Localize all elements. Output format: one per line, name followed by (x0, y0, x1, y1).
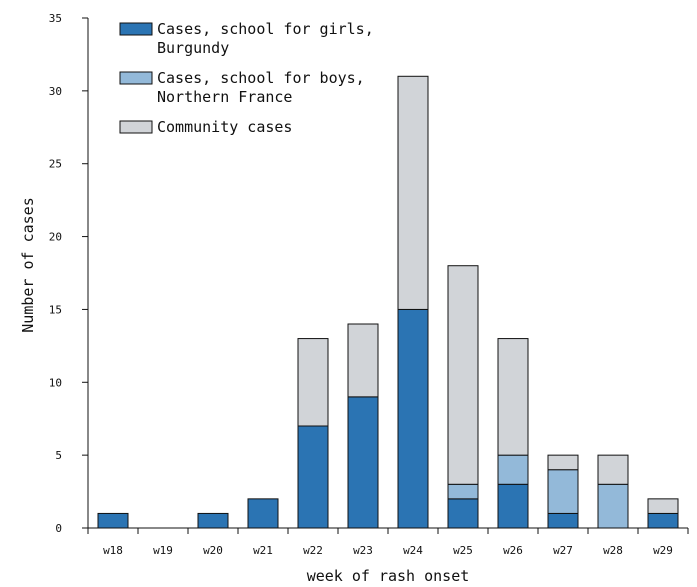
x-tick-label: w24 (403, 544, 423, 557)
bar-segment-series-1-w26 (497, 483, 529, 529)
y-tick-label: 10 (49, 376, 62, 389)
bar-segment-series-1-w22 (297, 425, 329, 529)
x-tick-label: w20 (203, 544, 223, 557)
bar-segment-series-2-w26 (497, 454, 529, 485)
x-tick-label: w27 (553, 544, 573, 557)
legend-label: Cases, school for girls, (157, 20, 374, 38)
y-tick-label: 20 (49, 231, 62, 244)
bar-segment-series-1-w29 (647, 512, 679, 529)
y-tick-label: 30 (49, 85, 62, 98)
bars (97, 75, 679, 529)
bar-segment-series-3-w29 (647, 498, 679, 514)
bar-segment-series-3-w24 (397, 75, 429, 310)
legend-label: Cases, school for boys, (157, 69, 365, 87)
legend-swatch (119, 22, 153, 36)
bar-segment-series-3-w25 (447, 265, 479, 485)
legend-label: Northern France (157, 88, 292, 106)
legend: Cases, school for girls,Burgundy Cases, s… (119, 20, 374, 136)
x-tick-label: w28 (603, 544, 623, 557)
x-tick-label: w18 (103, 544, 123, 557)
y-tick-label: 0 (55, 522, 62, 535)
bar-segment-series-1-w24 (397, 308, 429, 529)
bar-segment-series-2-w25 (447, 483, 479, 500)
x-axis-ticks: w18 w19 w20 w21 w22 w23 w24 w25 w26 w27 w28 w29 (87, 528, 689, 557)
bar-segment-series-3-w27 (547, 454, 579, 471)
legend-label: Community cases (157, 118, 292, 136)
bar-segment-series-1-w27 (547, 512, 579, 529)
y-axis-title: Number of cases (19, 197, 37, 332)
bar-segment-series-3-w23 (347, 323, 379, 398)
legend-label: Burgundy (157, 39, 229, 57)
legend-swatch (119, 120, 153, 134)
x-tick-label: w23 (353, 544, 373, 557)
bar-segment-series-2-w27 (547, 469, 579, 514)
legend-swatch (119, 71, 153, 85)
x-tick-label: w26 (503, 544, 523, 557)
bar-segment-series-1-w25 (447, 498, 479, 529)
bar-segment-series-3-w26 (497, 338, 529, 456)
y-tick-label: 35 (49, 12, 62, 25)
x-tick-label: w21 (253, 544, 273, 557)
x-axis-title: week of rash onset (307, 567, 470, 585)
bar-segment-series-1-w18 (97, 512, 129, 529)
y-tick-label: 15 (49, 303, 62, 316)
bar-segment-series-3-w22 (297, 338, 329, 427)
x-tick-label: w29 (653, 544, 673, 557)
bar-segment-series-1-w20 (197, 512, 229, 529)
y-axis-ticks: 0 5 10 15 20 25 30 35 (49, 12, 88, 535)
bar-segment-series-3-w28 (597, 454, 629, 485)
bar-segment-series-1-w21 (247, 498, 279, 529)
y-tick-label: 25 (49, 158, 62, 171)
bar-segment-series-1-w23 (347, 396, 379, 529)
x-tick-label: w22 (303, 544, 323, 557)
x-tick-label: w19 (153, 544, 173, 557)
y-tick-label: 5 (55, 449, 62, 462)
x-tick-label: w25 (453, 544, 473, 557)
bar-segment-series-2-w28 (597, 483, 629, 529)
